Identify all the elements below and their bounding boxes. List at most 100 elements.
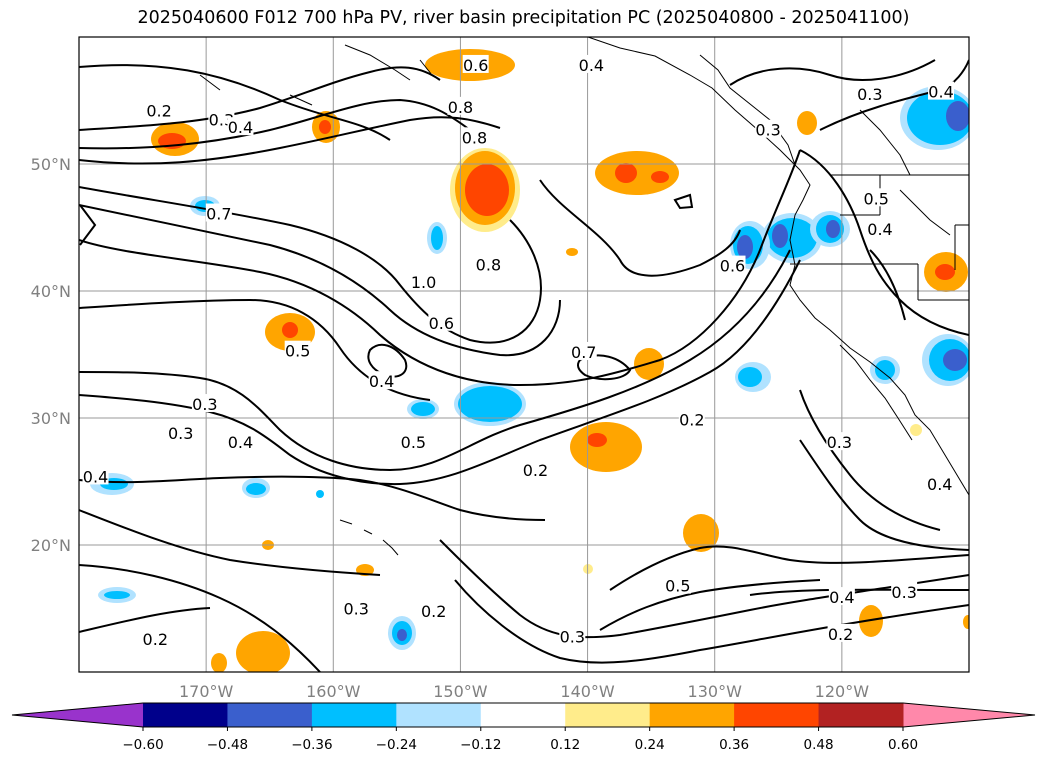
contour-label: 0.8 [462,128,487,147]
contour-label-backing [205,203,232,222]
contour-label-backing [856,84,883,103]
contour-label-backing [343,598,370,617]
contour-label: 0.3 [755,121,780,140]
map-gridlines [79,37,969,672]
contour-label: 0.4 [228,433,253,452]
contour-label: 0.2 [828,625,853,644]
contour-label: 1.0 [411,273,436,292]
colorbar-tick-label: 0.36 [719,737,749,753]
contour-label-backing [428,312,455,331]
colorbar-extend-high [903,703,1035,727]
colorbar-tick-label: −0.48 [207,737,248,753]
contour-label-backing [227,432,254,451]
contour-label-backing [664,575,691,594]
contour-label: 0.5 [285,342,310,361]
contour-label: 0.4 [228,118,253,137]
contour-label-backing [284,340,311,359]
contour-label: 0.5 [665,577,690,596]
contour-label-backing [719,255,746,274]
contour-label-backing [146,100,173,119]
contour-label-backing [928,81,955,100]
lat-tick-label: 30°N [31,409,71,428]
contour-label-backing [461,127,488,146]
contour-label-backing [400,432,427,451]
contour-label-backing [926,474,953,493]
colorbar-tick-label: 0.60 [888,737,918,753]
contour-label: 0.4 [928,83,953,102]
contour-label-backing [827,623,854,642]
contour-label: 0.3 [168,424,193,443]
contour-label: 0.6 [429,314,454,333]
precipitation-pc-shading [90,49,969,672]
colorbar-tick-label: −0.12 [460,737,501,753]
contour-label-backing [410,272,437,291]
colorbar-tick-label: 0.48 [804,737,834,753]
colorbar-segment [818,703,904,727]
contour-label: 0.4 [867,220,892,239]
contour-label: 0.8 [476,255,501,274]
longitude-tick-labels: 170°W 160°W 150°W 140°W 130°W 120°W [179,682,869,701]
contour-label-backing [420,601,447,620]
colorbar-segment [311,703,397,727]
contour-labels: 0.6 0.4 0.3 0.4 0.2 0.3 0.4 0.8 0.8 0.3 0.7 0.5 0.4 0… [82,54,955,649]
colorbar-segment [649,703,735,727]
lat-tick-label: 40°N [31,282,71,301]
contour-label-backing [368,371,395,390]
contour-label: 0.3 [857,85,882,104]
contour-label: 0.5 [401,433,426,452]
contour-label: 0.7 [206,205,231,224]
contour-label-backing [867,218,893,237]
lon-tick-label: 120°W [815,682,870,701]
contour-label: 0.7 [571,343,596,362]
colorbar-segment [143,703,228,727]
lon-tick-label: 140°W [560,682,615,701]
contour-label: 0.2 [523,461,548,480]
colorbar-tick-label: −0.36 [291,737,332,753]
map-frame [78,36,970,673]
contour-label-backing [227,117,254,136]
contour-label: 0.2 [143,630,168,649]
contour-label: 0.6 [463,56,488,75]
colorbar-segment [565,703,651,727]
contour-label: 0.8 [448,98,473,117]
colorbar-tick-label: 0.24 [635,737,665,753]
contour-label-backing [475,254,502,273]
map-title: 2025040600 F012 700 hPa PV, river basin … [137,8,910,28]
colorbar-tick-label: 0.12 [550,737,580,753]
contour-label: 0.2 [146,102,171,121]
contour-label-backing [891,581,918,600]
contour-label-backing [578,54,605,73]
contour-label-backing [142,628,169,647]
contour-label: 0.3 [192,395,217,414]
colorbar-tick-label: −0.60 [122,737,163,753]
pv-contours [79,59,969,672]
coastlines [199,37,969,556]
contour-label: 0.3 [560,627,585,646]
contour-label: 0.4 [579,56,604,75]
contour-label-backing [826,432,853,451]
lon-tick-label: 170°W [179,682,234,701]
lat-tick-label: 50°N [31,155,71,174]
contour-label: 0.4 [927,475,952,494]
contour-label: 0.4 [829,588,854,607]
contour-label-backing [755,119,782,138]
contour-label-backing [678,409,705,428]
contour-label: 0.3 [343,600,368,619]
contour-label-backing [82,466,109,485]
contour-label: 0.2 [679,410,704,429]
lat-tick-label: 20°N [31,536,71,555]
contour-label-backing [570,341,597,360]
contour-label-backing [167,423,194,442]
contour-label: 0.3 [827,433,852,452]
contour-label: 0.2 [421,602,446,621]
contour-label: 0.4 [369,372,394,391]
contour-label: 0.5 [863,189,888,208]
colorbar: −0.60 −0.48 −0.36 −0.24 −0.12 0.12 0.24 0.36 0.4… [11,702,1036,753]
contour-label-backing [191,394,218,413]
contour-label: 0.4 [83,467,108,486]
contour-label: 0.6 [720,257,745,276]
colorbar-segment [480,703,566,727]
contour-label: 0.3 [891,583,916,602]
contour-label-backing [447,96,474,115]
